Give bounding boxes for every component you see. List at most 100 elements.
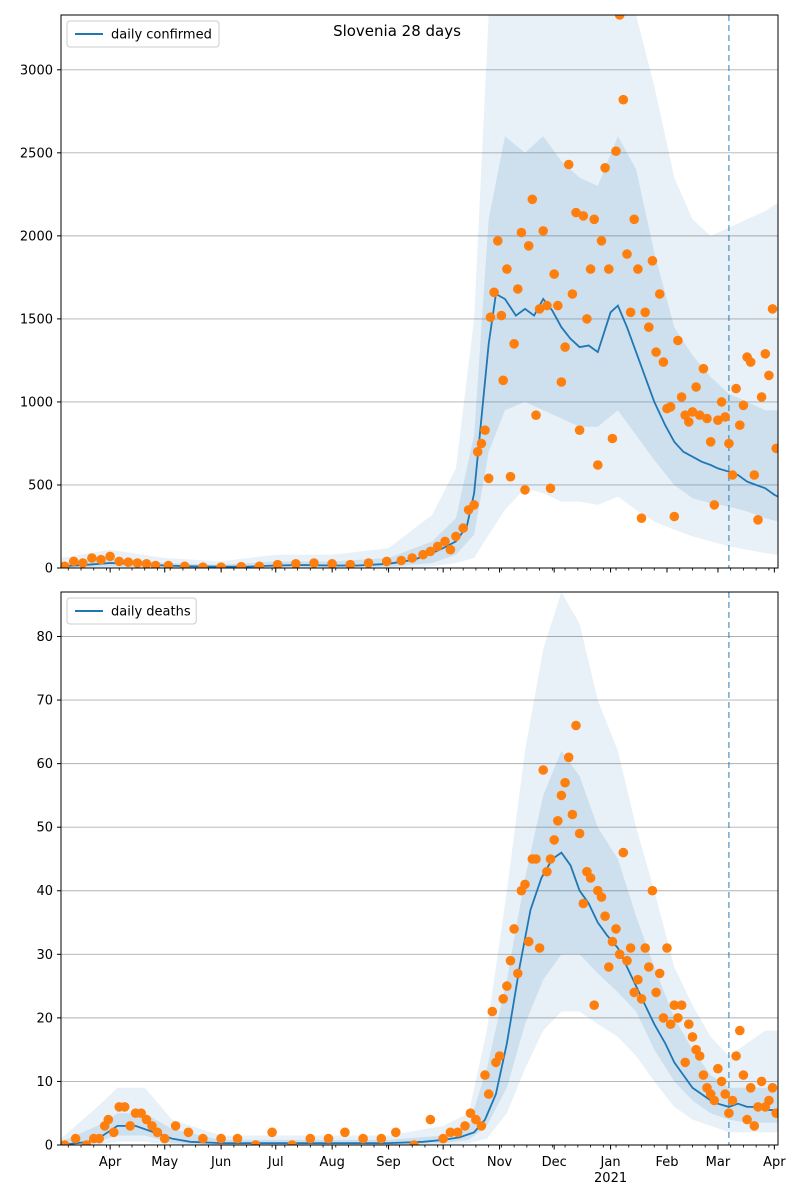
data-point	[654, 289, 665, 299]
data-point	[600, 163, 610, 173]
data-point	[152, 1127, 163, 1138]
data-point	[604, 264, 614, 274]
data-point	[596, 892, 607, 902]
data-point	[742, 1114, 752, 1125]
data-point	[687, 407, 698, 417]
data-point	[70, 1133, 81, 1144]
data-point	[125, 1121, 135, 1131]
data-point	[604, 962, 614, 972]
data-point	[136, 1108, 146, 1118]
data-point	[553, 300, 563, 311]
axes-frame	[60, 591, 779, 1146]
data-point	[61, 1140, 70, 1145]
data-point	[523, 936, 534, 947]
data-point	[496, 310, 507, 321]
y-tick-label: 30	[36, 948, 53, 963]
data-point	[658, 357, 669, 367]
data-point	[563, 752, 574, 763]
data-point	[636, 513, 647, 523]
data-point	[684, 417, 694, 427]
y-tick-label: 2000	[20, 229, 53, 244]
data-point	[96, 554, 106, 565]
data-point	[471, 1114, 481, 1125]
data-point	[673, 335, 683, 346]
x-year-label: 2021	[594, 1171, 627, 1186]
data-point	[563, 159, 574, 170]
data-point	[485, 312, 496, 323]
x-tick-label: Feb	[655, 1155, 678, 1170]
y-tick-label: 40	[36, 884, 53, 899]
data-point	[391, 1127, 401, 1138]
data-point	[727, 1095, 738, 1106]
data-point	[687, 1032, 698, 1042]
y-tick-label: 500	[28, 478, 53, 493]
y-tick-label: 0	[45, 1139, 53, 1154]
data-point	[425, 546, 436, 557]
data-point	[198, 1133, 208, 1144]
data-point	[68, 556, 79, 567]
data-point	[363, 558, 374, 568]
data-point	[327, 559, 337, 568]
data-point	[553, 816, 563, 826]
data-point	[396, 555, 407, 566]
confidence-band-inner	[61, 750, 778, 1145]
data-point	[753, 515, 763, 525]
data-point	[81, 1140, 92, 1145]
data-point	[438, 1133, 449, 1144]
data-point	[105, 551, 115, 562]
data-point	[574, 828, 585, 839]
data-point	[114, 556, 124, 567]
data-point	[709, 500, 720, 510]
data-point	[647, 255, 658, 266]
data-point	[738, 400, 749, 411]
data-point	[505, 955, 516, 966]
data-point	[513, 284, 523, 294]
data-point	[556, 377, 567, 387]
data-point	[720, 412, 730, 422]
data-point	[254, 561, 265, 568]
x-tick-label: Apr	[763, 1155, 786, 1170]
data-point	[735, 420, 745, 431]
legend-label: daily confirmed	[111, 28, 212, 43]
data-point	[556, 790, 567, 801]
data-point	[545, 854, 556, 864]
data-point	[593, 460, 603, 470]
data-point	[494, 1051, 505, 1061]
data-point	[756, 392, 767, 402]
data-point	[745, 1083, 756, 1093]
data-point	[589, 214, 599, 225]
data-point	[498, 375, 509, 386]
data-point	[625, 307, 636, 318]
data-point	[571, 720, 581, 731]
data-point	[236, 561, 246, 568]
data-point	[216, 1133, 226, 1144]
data-point	[509, 924, 519, 934]
x-tick-label: Apr	[99, 1155, 122, 1170]
x-tick-label: Mar	[706, 1155, 731, 1170]
legend-box	[66, 20, 220, 48]
data-point	[589, 1000, 599, 1010]
legend-box	[66, 597, 197, 625]
data-point	[305, 1133, 316, 1144]
y-tick-label: 1000	[20, 395, 53, 410]
data-point	[611, 146, 621, 156]
data-point	[381, 556, 392, 567]
data-point	[476, 1121, 487, 1131]
data-point	[665, 402, 676, 412]
data-point	[291, 559, 301, 568]
data-point	[179, 561, 190, 568]
data-point	[469, 500, 479, 510]
data-point	[523, 241, 534, 251]
data-point	[323, 1133, 334, 1144]
data-point	[163, 560, 174, 568]
data-point	[676, 1000, 687, 1010]
data-point	[123, 557, 134, 567]
data-point	[680, 1057, 690, 1068]
y-tick-label: 80	[36, 630, 53, 645]
data-point	[358, 1133, 368, 1144]
data-point	[738, 1070, 749, 1080]
data-point	[709, 1095, 720, 1106]
data-point	[764, 1095, 774, 1106]
legend-label: daily deaths	[111, 605, 191, 620]
data-point	[669, 511, 680, 522]
